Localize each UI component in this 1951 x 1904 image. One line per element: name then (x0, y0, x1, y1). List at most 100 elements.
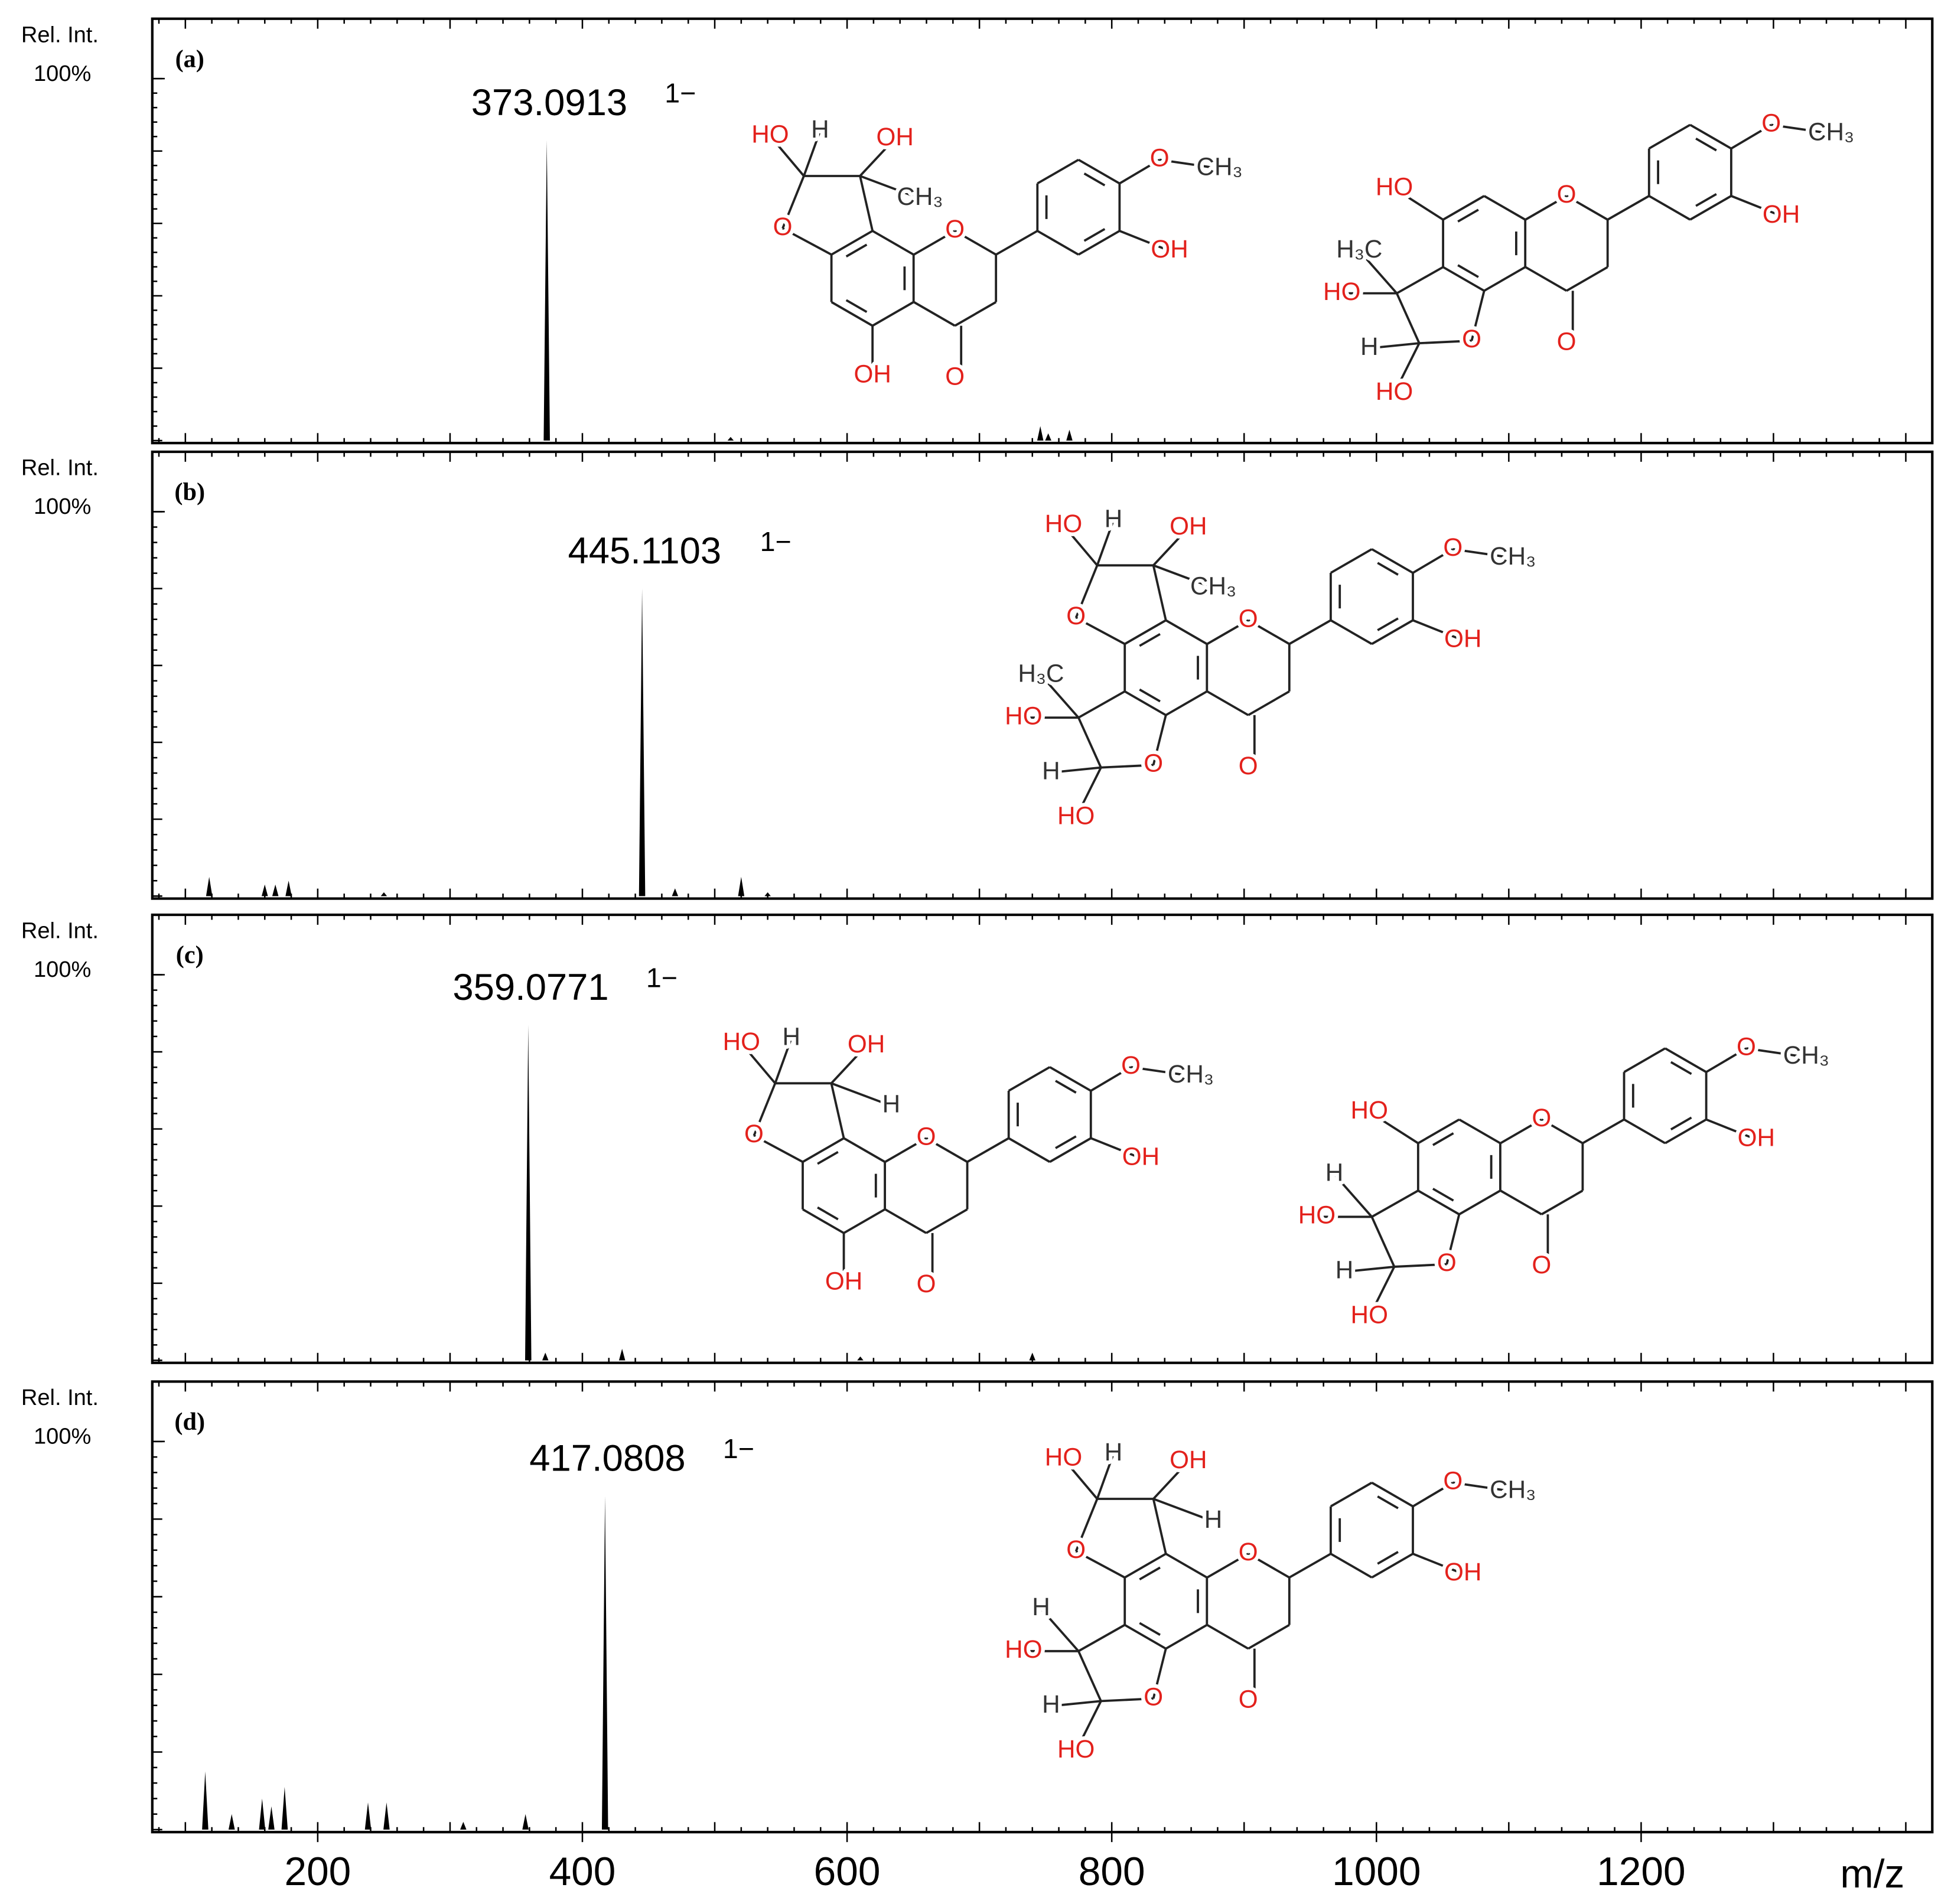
bond (1206, 619, 1249, 645)
bond (1063, 1458, 1098, 1500)
bond (1648, 123, 1691, 150)
atom-label: HO (1323, 278, 1360, 305)
peak (364, 1802, 372, 1830)
y-axis-label: Rel. Int. (21, 919, 99, 944)
bond (781, 175, 805, 229)
bond (1458, 1118, 1501, 1145)
peak-label: 373.0913 (471, 82, 627, 123)
bond (1075, 1550, 1126, 1579)
bond (1131, 1065, 1191, 1077)
atom-label: O (1443, 1467, 1463, 1495)
bond (1377, 617, 1399, 631)
bond (830, 301, 874, 327)
bond (845, 299, 868, 313)
peak (261, 884, 268, 896)
charge-label: 1− (723, 1433, 754, 1464)
bond (1096, 1453, 1115, 1499)
bond (1670, 1061, 1692, 1075)
atom-label: O (917, 1270, 936, 1297)
bond (1100, 764, 1154, 769)
atom-label: OH (848, 1030, 885, 1058)
bond (1540, 1189, 1584, 1215)
atom-label: O (1066, 602, 1086, 630)
atom-label: HO (1057, 801, 1095, 829)
bond (774, 1038, 793, 1084)
bond (1040, 674, 1080, 719)
peak-label: 417.0808 (529, 1437, 685, 1479)
atom-label: HO (1045, 510, 1082, 537)
atom-label: OH (854, 360, 891, 387)
atom-label: CH₃ (1168, 1060, 1214, 1088)
bond (1432, 1188, 1454, 1202)
bond (1074, 565, 1099, 618)
atom-label: OH (1738, 1124, 1775, 1152)
bond (830, 1045, 867, 1084)
bond (1330, 619, 1373, 645)
bond (1077, 690, 1126, 719)
bond (1500, 1118, 1542, 1145)
bond (1124, 690, 1167, 716)
peak (281, 1786, 288, 1830)
atom-label: OH (1122, 1142, 1159, 1170)
atom-label: CH₃ (1490, 1476, 1536, 1504)
atom-label: HO (1376, 377, 1413, 405)
peak (1037, 426, 1044, 441)
peak (259, 1798, 266, 1830)
panel-frame (151, 913, 1934, 1364)
bond (1152, 715, 1167, 765)
bond (1008, 1066, 1051, 1092)
bond (1705, 1118, 1757, 1141)
peak-label: 445.1103 (568, 530, 721, 572)
bond (1330, 1553, 1373, 1579)
bond (1371, 1189, 1419, 1218)
bond (1055, 1080, 1077, 1094)
bond (1452, 1481, 1513, 1493)
atom-label: O (917, 1122, 936, 1150)
atom-label: O (1239, 1685, 1258, 1713)
bond (1049, 1137, 1092, 1163)
bond (1470, 290, 1486, 341)
bond (803, 131, 822, 177)
bond (1090, 1066, 1132, 1092)
peak (206, 876, 213, 896)
bond (1152, 527, 1190, 566)
panel-label: (d) (174, 1408, 205, 1436)
bond (1458, 1189, 1501, 1215)
bond (1165, 619, 1208, 645)
bond (1445, 1214, 1461, 1265)
y-tick-label: 100% (34, 494, 91, 519)
bond (1063, 524, 1098, 566)
peak (672, 888, 679, 896)
bond (1139, 1622, 1161, 1636)
bond (954, 301, 997, 327)
atom-label: OH (825, 1267, 862, 1295)
bond (1689, 123, 1732, 150)
bond (1582, 1118, 1625, 1145)
bond (926, 1137, 968, 1163)
bond (1396, 266, 1444, 295)
bond (1377, 1495, 1399, 1509)
atom-label: OH (1170, 512, 1207, 540)
bond (1077, 1623, 1126, 1652)
bond (1139, 1566, 1161, 1581)
peak (738, 876, 745, 896)
bond (1525, 195, 1568, 221)
bond (1566, 266, 1608, 292)
bond (1040, 1608, 1080, 1652)
panel-label: (c) (176, 941, 204, 969)
bond (1152, 564, 1214, 589)
bond (1442, 266, 1485, 292)
bond (1648, 195, 1691, 221)
atom-label: HO (1376, 172, 1413, 200)
x-tick-label: 200 (284, 1850, 351, 1894)
bond (1623, 1047, 1666, 1073)
bond (1330, 1481, 1373, 1508)
x-axis-label: m/z (1840, 1852, 1904, 1896)
bond (1665, 1047, 1707, 1073)
bond (1206, 1553, 1249, 1579)
peak (525, 1025, 532, 1361)
atom-label: O (1144, 1683, 1163, 1710)
peak (639, 588, 646, 896)
